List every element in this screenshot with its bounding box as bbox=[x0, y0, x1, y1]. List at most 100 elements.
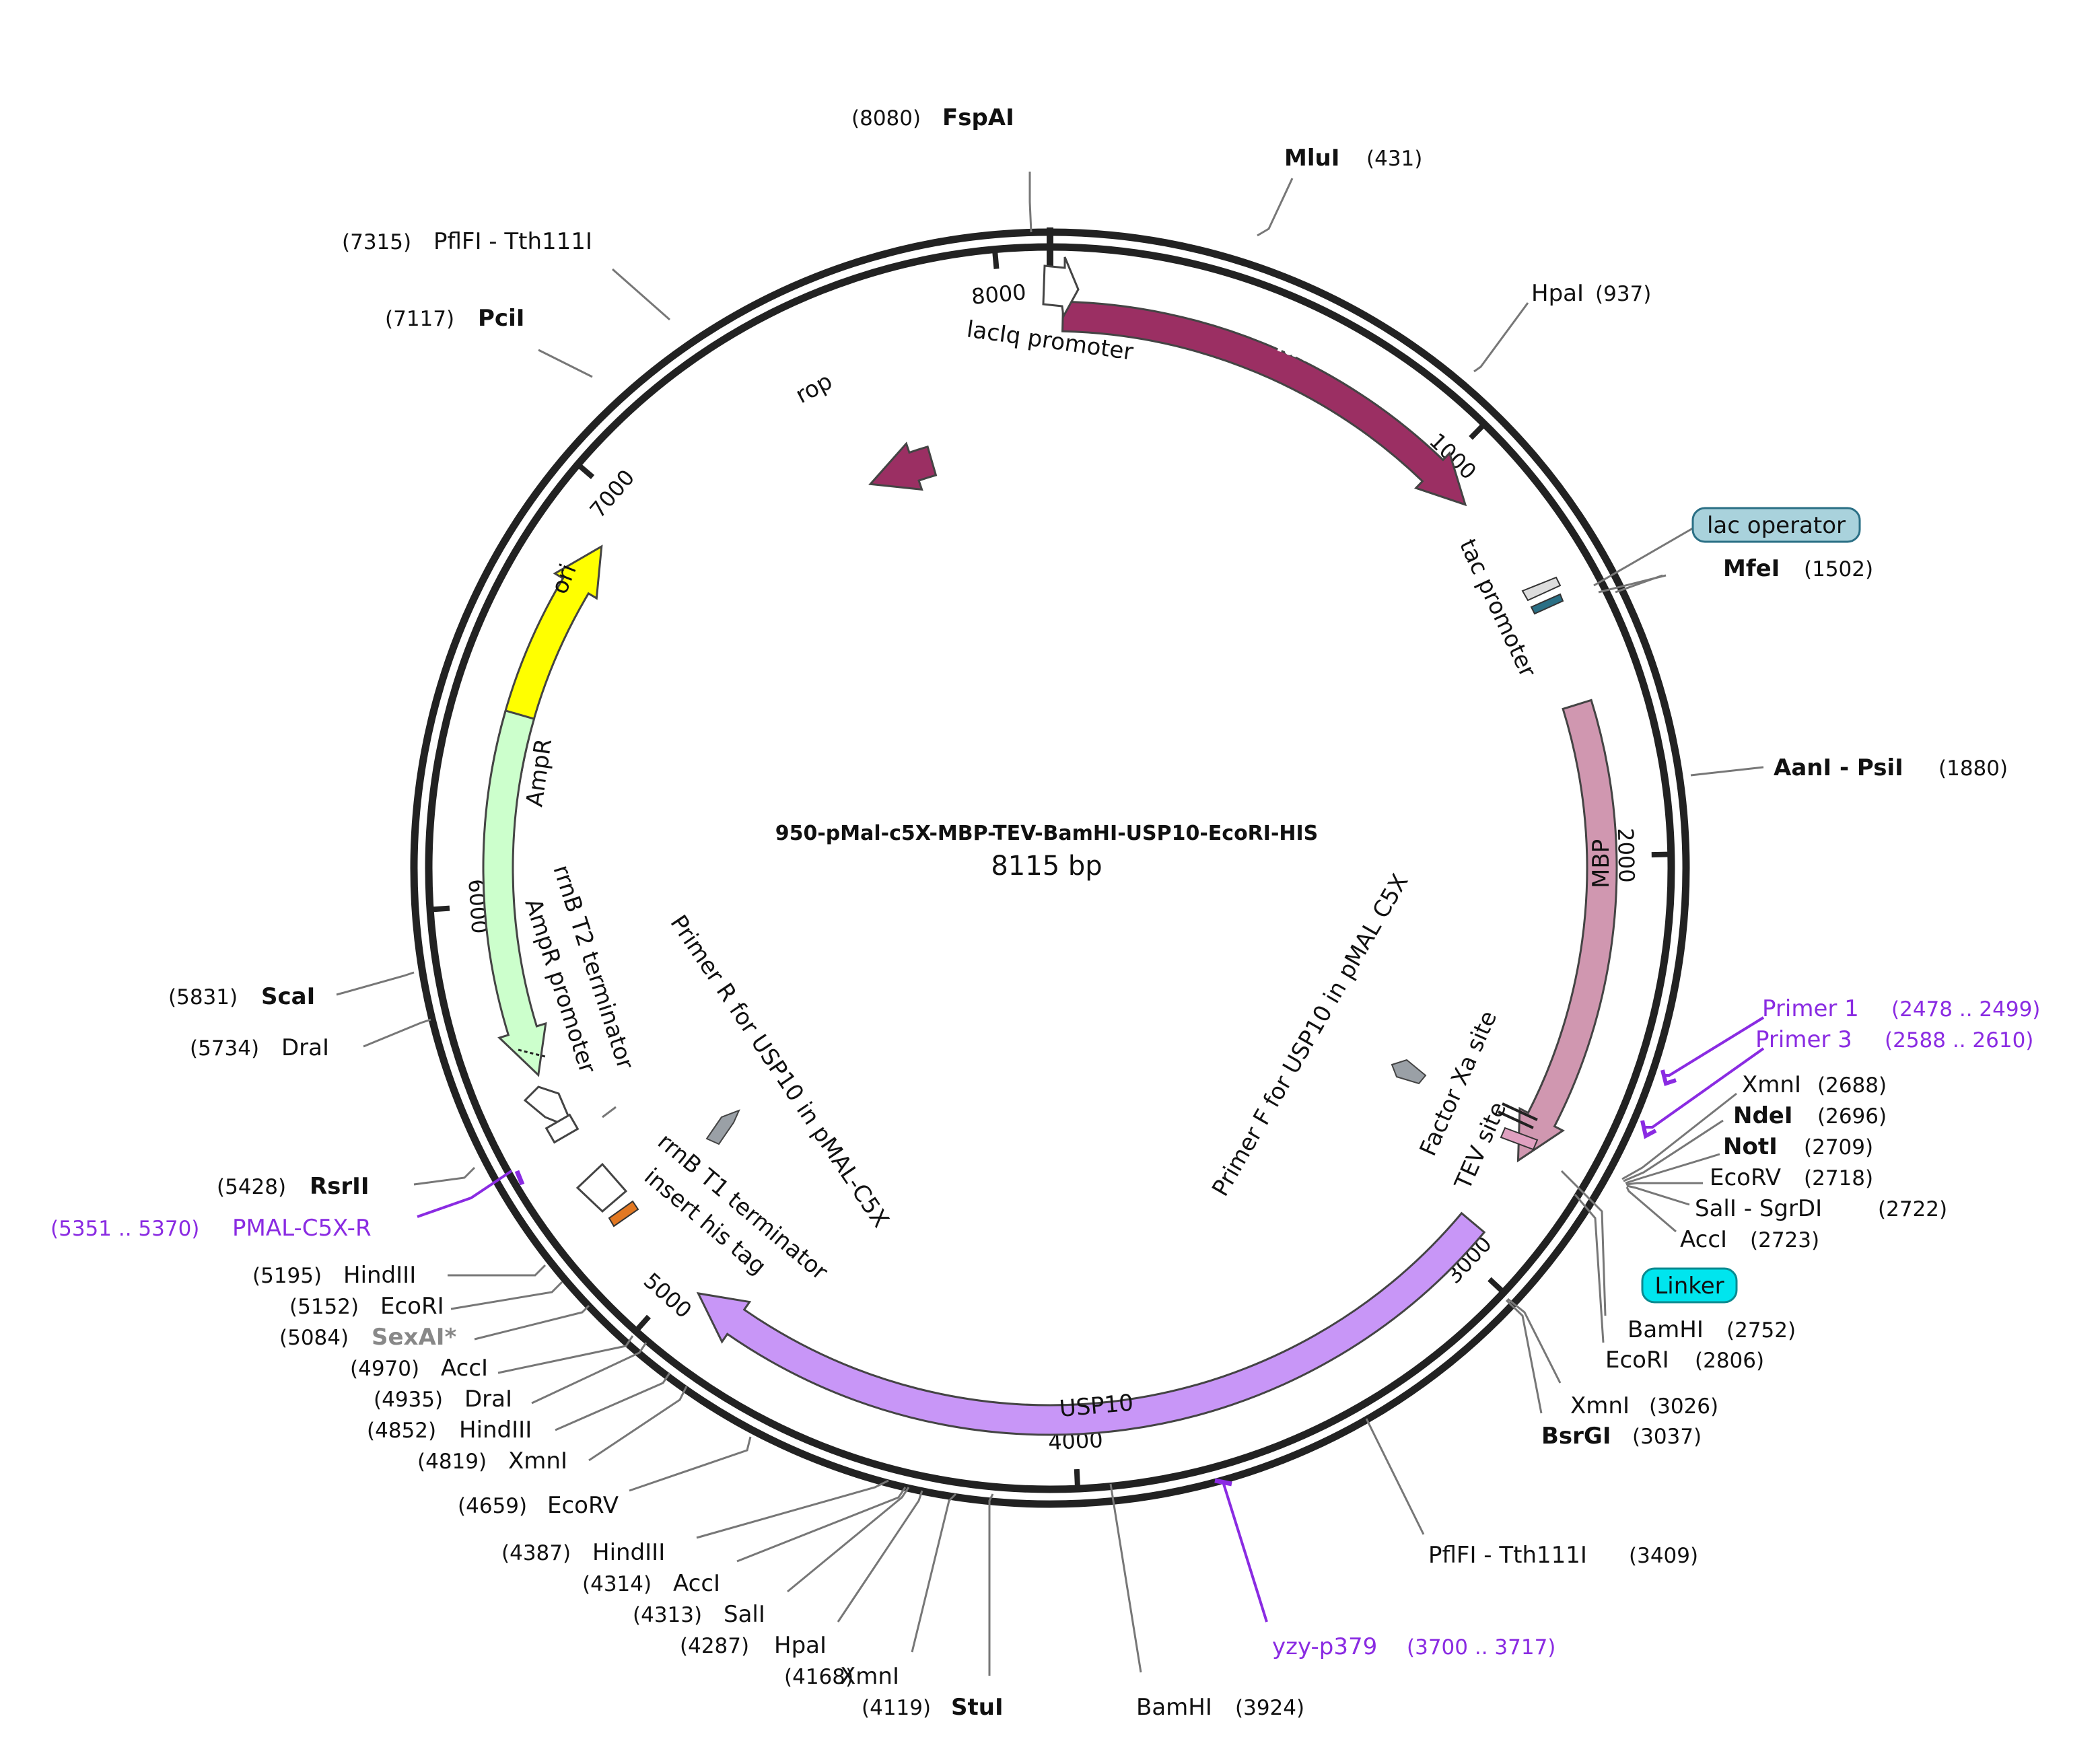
site-ecorv-4659: (4659) EcoRV bbox=[458, 1492, 619, 1519]
site-drai-5734: (5734) DraI bbox=[190, 1034, 329, 1061]
svg-text:(1502): (1502) bbox=[1804, 557, 1873, 581]
svg-text:(4287): (4287) bbox=[680, 1634, 749, 1658]
svg-text:RsrII: RsrII bbox=[310, 1173, 370, 1200]
svg-text:HpaI: HpaI bbox=[774, 1632, 827, 1659]
svg-text:DraI: DraI bbox=[464, 1386, 512, 1413]
site-sexai: (5084) SexAI* bbox=[279, 1324, 456, 1351]
tick-mark-1000 bbox=[1469, 423, 1486, 440]
svg-text:(4387): (4387) bbox=[501, 1541, 571, 1565]
svg-text:EcoRV: EcoRV bbox=[1710, 1164, 1781, 1191]
primer-1-label: Primer 1 (2478 .. 2499) bbox=[1762, 995, 2040, 1022]
site-acci-4970: (4970) AccI bbox=[350, 1355, 488, 1382]
svg-text:XmnI: XmnI bbox=[508, 1448, 567, 1474]
svg-text:(2723): (2723) bbox=[1750, 1228, 1819, 1252]
svg-text:BamHI: BamHI bbox=[1136, 1694, 1212, 1721]
svg-text:(4168): (4168) bbox=[784, 1665, 853, 1689]
svg-text:(4314): (4314) bbox=[582, 1572, 652, 1596]
svg-text:lac operator: lac operator bbox=[1707, 512, 1846, 539]
svg-text:(937): (937) bbox=[1595, 282, 1651, 306]
svg-text:(431): (431) bbox=[1366, 147, 1422, 171]
svg-text:(5195): (5195) bbox=[252, 1264, 322, 1288]
svg-text:PciI: PciI bbox=[478, 305, 524, 332]
site-scai: (5831) ScaI bbox=[168, 983, 315, 1010]
site-hpai-937: HpaI (937) bbox=[1531, 280, 1651, 307]
svg-text:(4313): (4313) bbox=[633, 1603, 702, 1627]
svg-text:(4819): (4819) bbox=[417, 1450, 487, 1474]
site-bamhi-3924: BamHI (3924) bbox=[1136, 1694, 1304, 1721]
svg-text:HindIII: HindIII bbox=[459, 1417, 532, 1444]
feature-label-rop: rop bbox=[791, 368, 837, 409]
svg-text:(4970): (4970) bbox=[350, 1357, 419, 1381]
svg-text:(5351 .. 5370): (5351 .. 5370) bbox=[50, 1217, 199, 1241]
site-hindiii-4852: (4852) HindIII bbox=[367, 1417, 532, 1444]
svg-text:Linker: Linker bbox=[1654, 1273, 1724, 1300]
tac-promoter-marker bbox=[1521, 527, 1693, 615]
tick-label-5000: 5000 bbox=[639, 1268, 697, 1324]
primer-f-marker bbox=[1391, 1059, 1427, 1085]
primer-yzy-label: yzy-p379 (3700 .. 3717) bbox=[1272, 1633, 1555, 1660]
svg-text:(3409): (3409) bbox=[1629, 1544, 1698, 1568]
svg-text:FspAI: FspAI bbox=[942, 104, 1014, 131]
site-acci-2723: AccI (2723) bbox=[1680, 1226, 1819, 1253]
site-xmni-3026: XmnI (3026) bbox=[1570, 1392, 1718, 1419]
primer-pmal-label: (5351 .. 5370) PMAL-C5X-R bbox=[50, 1215, 372, 1242]
tick-mark-4000 bbox=[1074, 1468, 1081, 1489]
primer-3-label: Primer 3 (2588 .. 2610) bbox=[1755, 1026, 2033, 1053]
feature-label-primer-f: Primer F for USP10 in pMAL C5X bbox=[1207, 869, 1413, 1201]
tick-label-7000: 7000 bbox=[585, 464, 640, 523]
svg-text:HindIII: HindIII bbox=[592, 1539, 665, 1566]
site-ecorv-2718: EcoRV (2718) bbox=[1710, 1164, 1873, 1191]
site-acci-4314: (4314) AccI bbox=[582, 1570, 720, 1597]
svg-text:PflFI - Tth111I: PflFI - Tth111I bbox=[1428, 1542, 1587, 1569]
svg-text:(2722): (2722) bbox=[1878, 1197, 1947, 1221]
site-pcii: (7117) PciI bbox=[385, 305, 524, 332]
svg-text:BamHI: BamHI bbox=[1628, 1316, 1704, 1343]
site-mlui: MluI (431) bbox=[1284, 145, 1422, 172]
feature-arrow-rop bbox=[868, 441, 938, 491]
svg-text:NdeI: NdeI bbox=[1733, 1102, 1793, 1129]
rrnb-t1-marker bbox=[575, 1162, 639, 1228]
site-pflfi-3409: PflFI - Tth111I (3409) bbox=[1428, 1542, 1698, 1569]
site-sali-4313: (4313) SalI bbox=[633, 1601, 765, 1628]
svg-text:BsrGI: BsrGI bbox=[1541, 1423, 1611, 1450]
primer-r-marker bbox=[705, 1109, 740, 1145]
tick-label-8000: 8000 bbox=[971, 279, 1027, 310]
feature-label-mbp: MBP bbox=[1588, 839, 1615, 888]
site-xmni-4168: (4168)XmnI bbox=[784, 1663, 899, 1690]
site-mfei: MfeI (1502) bbox=[1723, 555, 1873, 582]
svg-text:(3026): (3026) bbox=[1649, 1394, 1718, 1419]
feature-arrow-ampr bbox=[482, 709, 547, 1077]
site-ecori-5152: (5152) EcoRI bbox=[289, 1293, 444, 1320]
svg-text:StuI: StuI bbox=[951, 1694, 1004, 1721]
site-pflfi-7315: (7315) PflFI - Tth111I bbox=[342, 228, 592, 255]
feature-label-usp10: USP10 bbox=[1058, 1390, 1134, 1423]
tick-mark-6000 bbox=[430, 905, 450, 913]
svg-text:(1880): (1880) bbox=[1938, 756, 2008, 781]
site-xmni-4819: (4819) XmnI bbox=[417, 1448, 567, 1474]
feature-arrow-mbp bbox=[1516, 699, 1618, 1163]
plasmid-size: 8115 bp bbox=[991, 851, 1102, 882]
svg-text:(8080): (8080) bbox=[851, 106, 921, 131]
site-rsrii: (5428) RsrII bbox=[217, 1173, 370, 1200]
site-hpai-4287: (4287) HpaI bbox=[680, 1632, 827, 1659]
tick-mark-2000 bbox=[1651, 851, 1671, 858]
tick-mark-7000 bbox=[576, 462, 595, 480]
svg-text:EcoRV: EcoRV bbox=[547, 1492, 619, 1519]
tick-mark-8000 bbox=[992, 250, 1000, 269]
svg-text:EcoRI: EcoRI bbox=[380, 1293, 444, 1320]
site-bamhi-2752: BamHI (2752) bbox=[1628, 1316, 1796, 1343]
linker-label: Linker bbox=[1641, 1267, 1738, 1304]
rrnb-t2-marker bbox=[518, 1049, 617, 1144]
svg-text:Primer 3: Primer 3 bbox=[1755, 1026, 1852, 1053]
svg-text:(7315): (7315) bbox=[342, 230, 411, 254]
svg-text:(5734): (5734) bbox=[190, 1036, 259, 1061]
svg-text:EcoRI: EcoRI bbox=[1605, 1347, 1669, 1374]
svg-text:(3700 .. 3717): (3700 .. 3717) bbox=[1407, 1635, 1555, 1660]
site-hindiii-5195: (5195) HindIII bbox=[252, 1262, 416, 1289]
svg-text:SalI: SalI bbox=[724, 1601, 765, 1628]
tick-mark-3000 bbox=[1488, 1277, 1506, 1294]
svg-text:SalI - SgrDI: SalI - SgrDI bbox=[1695, 1195, 1822, 1222]
svg-text:ScaI: ScaI bbox=[261, 983, 315, 1010]
site-labels: (8080) FspAI MluI (431) HpaI (937) MfeI (150… bbox=[50, 104, 2040, 1721]
feature-arrow-laci bbox=[1061, 300, 1467, 507]
